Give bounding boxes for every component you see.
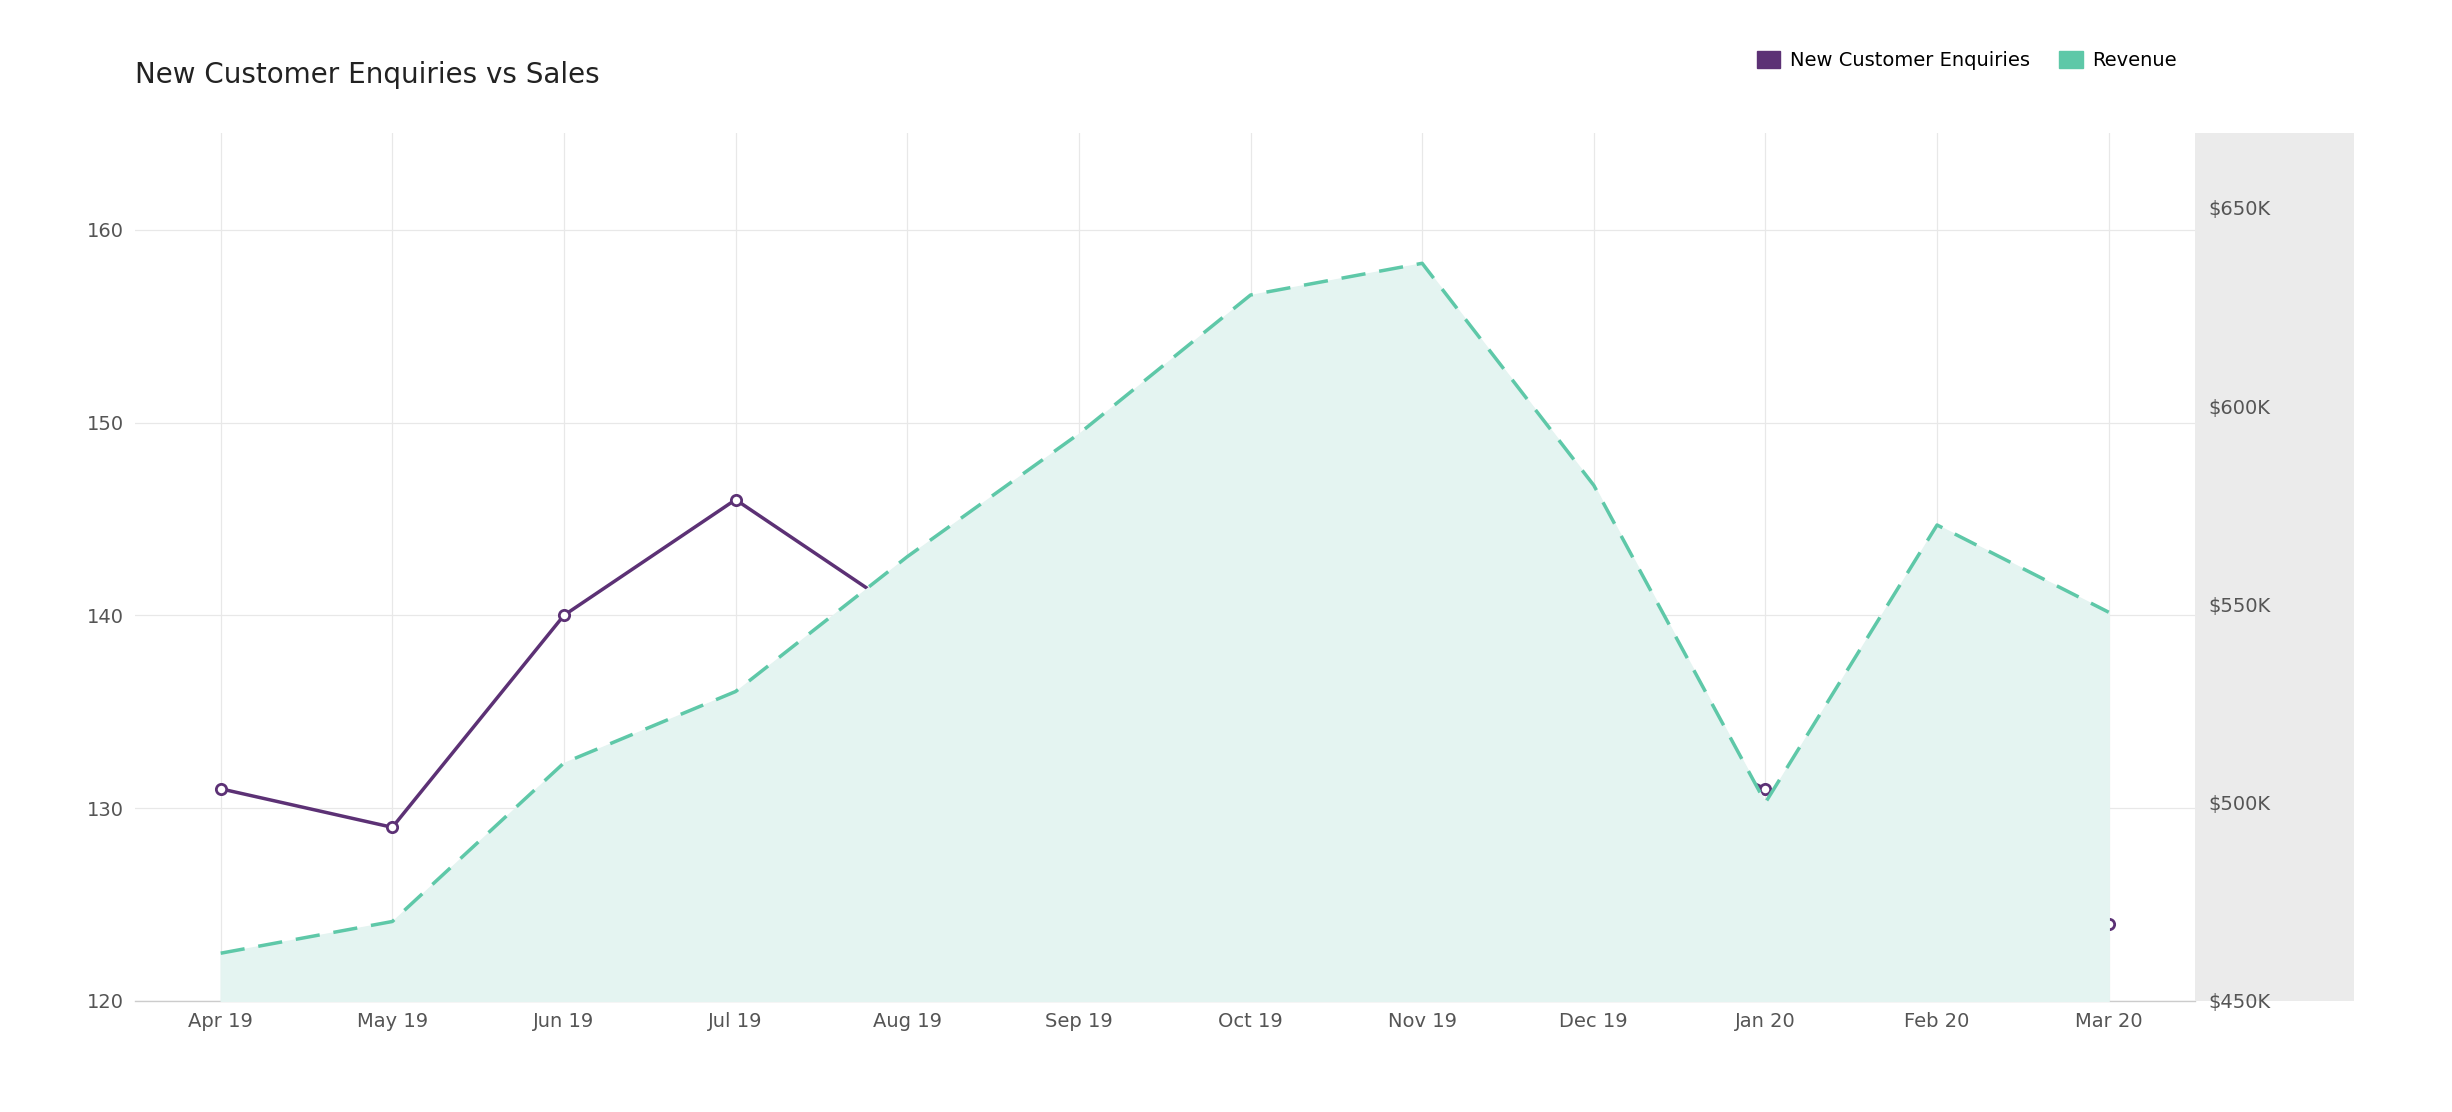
Point (888, 606, 927, 624)
Point (1574, 703, 1613, 721)
Text: New Customer Enquiries vs Sales: New Customer Enquiries vs Sales (135, 61, 598, 89)
Point (1403, 626, 1442, 644)
Point (1917, 953, 1957, 971)
Point (1059, 742, 1098, 759)
Point (1231, 587, 1270, 605)
Point (1746, 780, 1785, 797)
Legend: New Customer Enquiries, Revenue: New Customer Enquiries, Revenue (1748, 43, 2185, 78)
Point (2089, 915, 2128, 933)
Point (544, 606, 584, 624)
Point (373, 818, 412, 836)
Point (716, 490, 755, 508)
Point (201, 780, 240, 797)
